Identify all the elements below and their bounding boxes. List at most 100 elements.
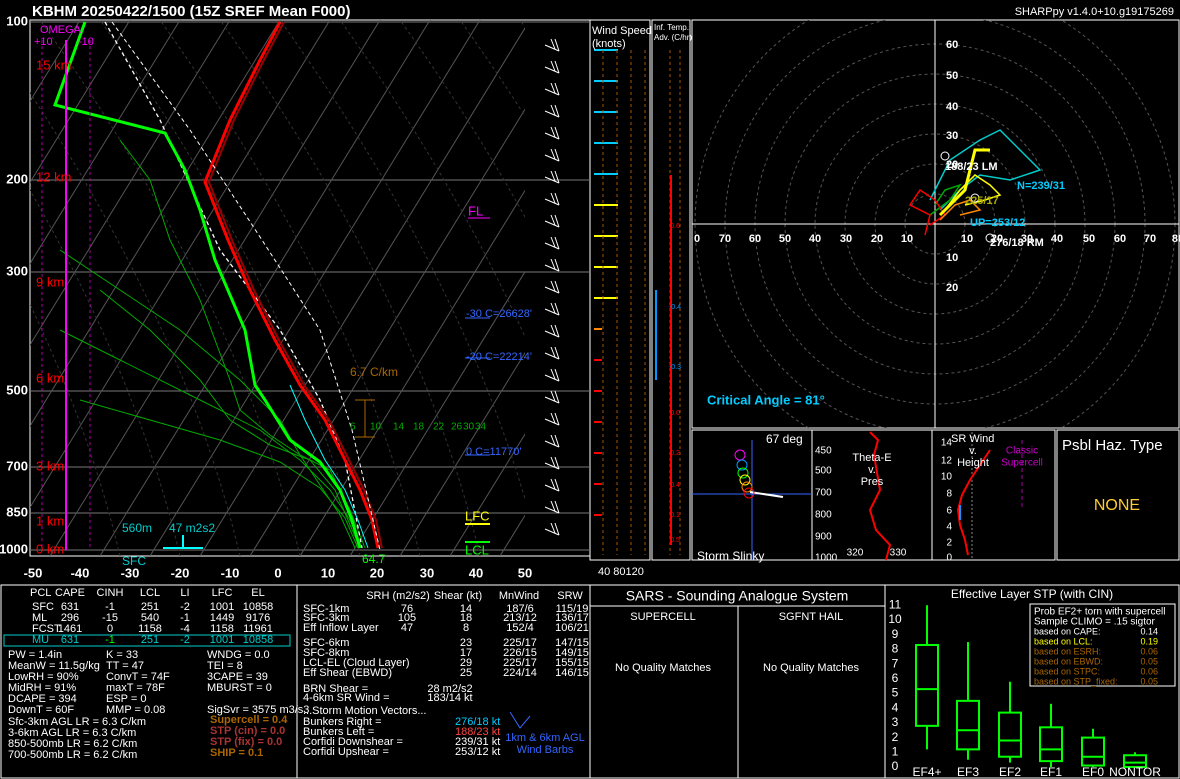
barb-flag bbox=[554, 38, 560, 52]
height-label: 15 km bbox=[36, 57, 71, 72]
small-panel-traces bbox=[692, 431, 1023, 561]
kin-header: Shear (kt) bbox=[434, 590, 482, 602]
barb-flag bbox=[554, 456, 560, 470]
mean-wind: 225/17 bbox=[965, 195, 999, 207]
theta-e-temp: 320 bbox=[847, 548, 864, 559]
motion-label: Bunkers Left = bbox=[303, 726, 374, 738]
dry-adiabat bbox=[459, 20, 525, 118]
isotherm-height: 0 C=11770' bbox=[466, 446, 521, 458]
hodo-trace bbox=[944, 174, 1002, 211]
parcel-cell: ML bbox=[32, 612, 47, 624]
thermo-index: PW = 1.4in bbox=[8, 649, 62, 661]
parcel-cell: 1461 bbox=[58, 623, 82, 635]
barb-flag bbox=[554, 280, 560, 294]
stp-boxplot bbox=[915, 605, 1147, 768]
pressure-label: 500 bbox=[6, 382, 28, 397]
hodo-trace bbox=[929, 183, 962, 216]
theta-e-title: v. bbox=[868, 464, 876, 476]
sr-height: 6 bbox=[946, 506, 952, 517]
barb-icon bbox=[509, 711, 531, 729]
barb-flag bbox=[554, 60, 560, 74]
parcel-cell: 10858 bbox=[243, 634, 274, 646]
lfc: LFC bbox=[465, 508, 490, 523]
ring-label: 60 bbox=[749, 233, 761, 245]
thermo-index: maxT = 78F bbox=[106, 682, 165, 694]
parcel-cell: -4 bbox=[180, 623, 190, 635]
temp-label: 0 bbox=[274, 565, 281, 580]
barb-flag bbox=[554, 434, 560, 448]
stp-tick: 10 bbox=[888, 612, 902, 626]
thermo-index: MidRH = 91% bbox=[8, 682, 76, 694]
parcel-cell: -2 bbox=[180, 634, 190, 646]
temp-label: -30 bbox=[121, 565, 140, 580]
parcel-header: LI bbox=[180, 587, 189, 599]
dry-adiabat bbox=[279, 20, 525, 501]
corfidi-up: UP=253/12 bbox=[970, 217, 1025, 229]
barb-flag bbox=[554, 346, 560, 360]
ring-label: 0 bbox=[694, 233, 700, 245]
sr-height: 2 bbox=[946, 538, 952, 549]
ring-label: 60 bbox=[946, 39, 958, 51]
kin-srw: 106/21 bbox=[555, 622, 589, 634]
barb-staff bbox=[544, 66, 560, 74]
ring-label: 20 bbox=[871, 233, 883, 245]
isotherm-height: -30 C=26628' bbox=[466, 308, 532, 320]
barb-staff bbox=[544, 110, 560, 118]
parcel-header: EL bbox=[251, 587, 264, 599]
barb-staff bbox=[544, 308, 560, 316]
kin-header: MnWind bbox=[499, 590, 539, 602]
parcel-cell: 631 bbox=[61, 634, 79, 646]
barb-staff bbox=[544, 506, 560, 514]
mu-highlight bbox=[3, 634, 291, 647]
ring-label: 10 bbox=[901, 233, 913, 245]
lapse-rate: 700-500mb LR = 6.2 C/km bbox=[8, 749, 137, 761]
isotherm bbox=[149, 20, 481, 556]
kin-layer: SFC-1km bbox=[303, 603, 349, 615]
temp-label: 20 bbox=[370, 565, 384, 580]
barb-flag bbox=[550, 390, 556, 402]
parcel-cell: 10858 bbox=[243, 601, 274, 613]
thermo-index: WNDG = 0.0 bbox=[207, 649, 270, 661]
stp-tick: 0 bbox=[892, 759, 899, 773]
kin-shear: 23 bbox=[460, 637, 472, 649]
box bbox=[1039, 726, 1063, 763]
kin-extra-value: 183/14 kt bbox=[427, 692, 472, 704]
adv-value: 0.1 bbox=[670, 512, 680, 519]
sr-wind-title: SR Wind bbox=[951, 433, 994, 445]
kin-mnwind: 225/17 bbox=[503, 657, 537, 669]
adv-value: 0.4 bbox=[670, 482, 680, 489]
hodo-trace bbox=[929, 129, 1042, 211]
barb-flag bbox=[554, 126, 560, 140]
pressure-label: 1000 bbox=[0, 541, 28, 556]
parcel-cell: 251 bbox=[141, 601, 159, 613]
theta-e-temp: 330 bbox=[890, 548, 907, 559]
adv-value: 0.0 bbox=[670, 410, 680, 417]
right-mover: 276/18 RM bbox=[990, 237, 1044, 249]
stp-category: EF1 bbox=[1040, 765, 1062, 779]
barb-flag bbox=[550, 236, 556, 248]
kin-layer: Eff Inflow Layer bbox=[303, 622, 379, 634]
severe-index: Supercell = 0.4 bbox=[210, 714, 288, 726]
motion-value: 239/31 kt bbox=[455, 736, 500, 748]
isotherm bbox=[299, 189, 525, 556]
kin-srw: 149/15 bbox=[555, 647, 589, 659]
kin-shear: 25 bbox=[460, 667, 472, 679]
parcel-header: CINH bbox=[97, 587, 124, 599]
parcel-cell: SFC bbox=[32, 601, 54, 613]
barb-staff bbox=[544, 374, 560, 382]
inflow-srh: 47 m2s2 bbox=[169, 521, 215, 535]
barb-staff bbox=[544, 330, 560, 338]
barb-flag bbox=[550, 258, 556, 270]
barb-staff bbox=[544, 88, 560, 96]
stp-tick: 6 bbox=[892, 671, 899, 685]
kin-header: SRH (m2/s2) bbox=[366, 590, 430, 602]
barb-staff bbox=[544, 418, 560, 426]
temp-label: -40 bbox=[71, 565, 90, 580]
sars-result: No Quality Matches bbox=[615, 662, 711, 674]
thermo-index: ESP = 0 bbox=[106, 693, 146, 705]
stp-legend-label: based on EBWD: bbox=[1034, 656, 1103, 666]
omega-tick: +10 bbox=[34, 36, 53, 48]
barb-staff bbox=[544, 352, 560, 360]
parcel-cell: FCST bbox=[32, 623, 61, 635]
temp-label: 30 bbox=[420, 565, 434, 580]
